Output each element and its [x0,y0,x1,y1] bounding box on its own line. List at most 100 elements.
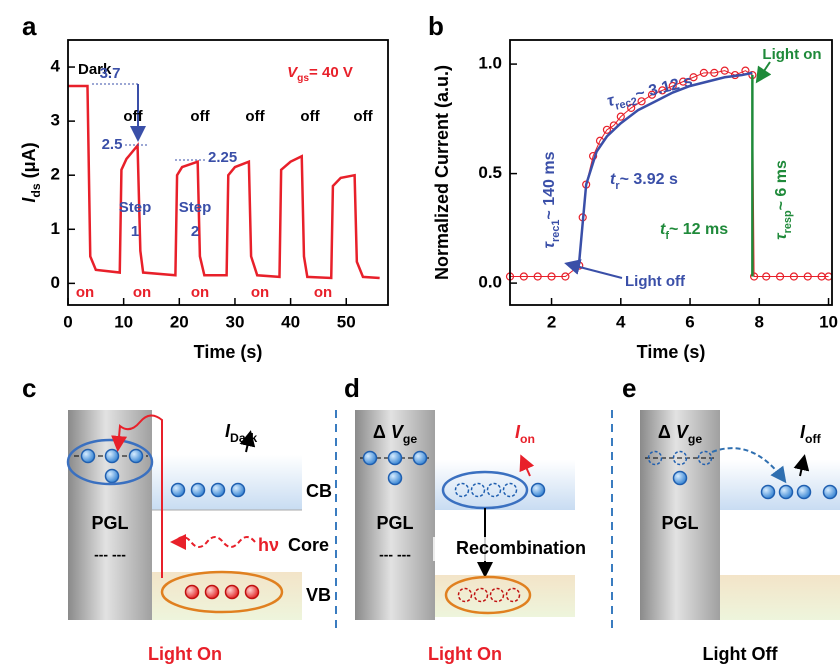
carrier [672,470,688,486]
data-point [689,73,698,82]
carrier [505,587,521,603]
x-axis-label: Time (s) [194,342,263,362]
annotation-rest: ~ 140 ms [541,151,558,219]
annotation-sub: rec1 [550,220,562,242]
y-axis-label-sub: ds [29,183,43,197]
x-tick-label: 4 [616,312,626,331]
carrier [244,584,260,600]
data-point [710,68,719,77]
current-label-main: I [515,422,521,442]
y-tick-label: 0 [51,273,60,292]
material-label: PGL [91,513,128,533]
carrier [184,584,200,600]
band-label: Core [288,535,329,555]
current-label-main: I [225,421,231,441]
group-outline [160,570,284,614]
data-point [616,112,625,121]
panel-label: b [428,11,444,41]
carrier [412,450,428,466]
x-tick-label: 20 [170,312,189,331]
carrier [80,448,96,464]
annotation: on [251,284,269,301]
annotation: Light on [762,46,821,63]
pgl-block [355,410,435,620]
carrier [760,484,776,500]
annotation: Step [119,199,152,216]
trap-label: --- --- [94,547,126,563]
data-point [533,272,542,281]
carrier [697,450,713,466]
gate-label-main: V [676,422,690,442]
carrier [362,450,378,466]
carrier [210,482,226,498]
carrier [457,587,473,603]
y-tick-label: 1 [51,219,60,238]
current-label-sub: on [520,432,535,446]
panel-label: a [22,11,37,41]
carrier [204,584,220,600]
photon [170,534,256,550]
carrier [190,482,206,498]
carrier [473,587,489,603]
annotation-sub: resp [782,210,794,233]
leader [755,61,772,84]
annotation: 2 [191,223,199,240]
annotation: 2.25 [208,149,237,166]
data-point [775,272,785,281]
data-point [547,272,556,281]
annotation: 1 [131,223,139,240]
current-arrow [239,430,256,453]
panel-label: d [344,373,360,403]
x-tick-label: 30 [225,312,244,331]
current-label-sub: off [805,432,822,446]
data-point [519,272,528,281]
annotation-rest: ~ 3.12 s [634,73,695,104]
annotation-main: t [610,171,616,188]
plot-frame [67,39,389,306]
annotation: τrec1~ 140 ms [541,151,562,248]
carrier [502,482,518,498]
gate-label-sub: ge [403,432,417,446]
annotation-sub: f [665,230,669,242]
annotation: off [123,108,143,125]
trap-label: --- --- [379,547,411,563]
y-tick-label: 4 [51,57,61,76]
data-point [789,272,799,281]
valence-band [720,575,840,620]
annotation-sub: rec2 [614,95,639,112]
transfer-path [111,414,163,578]
data-point [749,272,759,281]
y-axis-label: Ids (μA) [19,142,43,202]
annotation-sub: gs [297,73,309,84]
pgl-block [640,410,720,620]
annotation: Dark [78,61,112,78]
annotation: off [245,108,265,125]
annotation: off [190,108,210,125]
carrier [170,482,186,498]
x-tick-label: 40 [281,312,300,331]
y-axis-label-main: I [19,197,39,203]
x-tick-label: 10 [819,312,838,331]
transfer-path [711,447,787,484]
band-label: VB [306,585,331,605]
annotation-sub: r [615,180,620,192]
data-point [699,68,708,77]
annotation: on [133,284,151,301]
data-point [637,97,646,106]
carrier [128,448,144,464]
annotation: 2.5 [102,136,123,153]
x-tick-label: 8 [755,312,764,331]
current-arrow [519,454,535,477]
caption: Light On [428,644,502,664]
caption: Light On [148,644,222,664]
annotation: τrec2~ 3.12 s [606,73,696,114]
annotation: on [191,284,209,301]
carrier [489,587,505,603]
carrier [530,482,546,498]
carrier [387,450,403,466]
label-bg [433,537,609,561]
carrier [486,482,502,498]
conduction-band [152,455,302,510]
x-tick-label: 10 [114,312,133,331]
